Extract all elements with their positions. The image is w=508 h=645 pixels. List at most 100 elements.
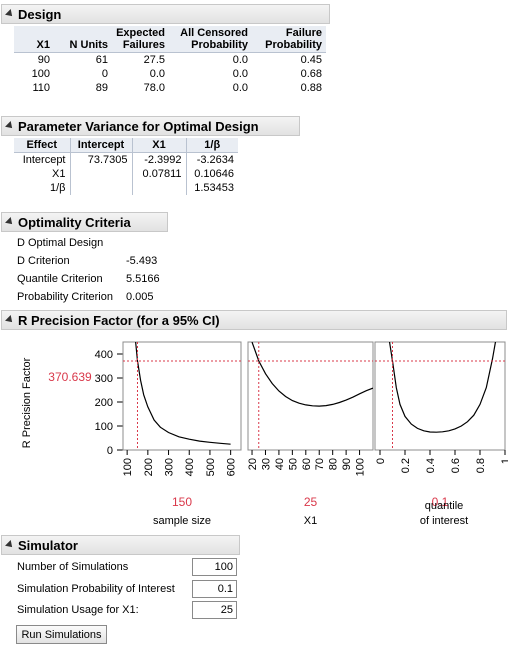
design-outline-header[interactable]: Design	[1, 4, 330, 24]
num-simulations-label: Number of Simulations	[17, 561, 129, 573]
cell: 0.10646	[185, 167, 238, 181]
optimal-design-type: D Optimal Design	[17, 237, 104, 249]
y-tick-label: 100	[95, 421, 113, 433]
disclosure-triangle-icon[interactable]	[5, 9, 15, 19]
x-tick-label: 300	[164, 458, 176, 476]
table-row: 90 61 27.5 0.0 0.45	[14, 53, 326, 68]
cell: 0.45	[300, 54, 322, 66]
pv-header-row: Effect Intercept X1 1/β	[14, 138, 238, 153]
num-simulations-input[interactable]	[192, 558, 237, 576]
param-variance-outline-header[interactable]: Parameter Variance for Optimal Design	[1, 116, 300, 136]
current-x-value: 25	[304, 495, 318, 509]
design-header-row: X1 N Units Expected Failures All Censored…	[14, 26, 326, 53]
y-tick-label: 0	[107, 445, 113, 457]
design-table: X1 N Units Expected Failures All Censored…	[14, 26, 326, 95]
cell: 0.88	[300, 82, 322, 94]
x-tick-label: 100	[122, 458, 134, 476]
disclosure-triangle-icon[interactable]	[5, 315, 15, 325]
col-header-all-censored: All Censored Probability	[169, 26, 252, 53]
sim-usage-x1-label: Simulation Usage for X1:	[17, 604, 139, 616]
disclosure-triangle-icon[interactable]	[5, 217, 15, 227]
x-tick-label: 600	[226, 458, 238, 476]
quantile-criterion-label: Quantile Criterion	[17, 273, 103, 285]
x-tick-label: 30	[260, 458, 272, 470]
x-tick-label: 400	[184, 458, 196, 476]
x-tick-label: 20	[247, 458, 259, 470]
col-header-expected-failures: Expected Failures	[112, 26, 169, 53]
x-tick-label: 0.6	[450, 458, 462, 473]
profile-curve	[251, 342, 373, 407]
cell: 89	[95, 82, 108, 94]
current-x-value: 0.1	[432, 495, 449, 509]
y-tick-label: 200	[95, 397, 113, 409]
d-criterion-value: -5.493	[126, 255, 158, 267]
x-tick-label: 1	[500, 458, 508, 464]
x-tick-label: 0.8	[475, 458, 487, 473]
x-tick-label: 100	[355, 458, 367, 476]
table-row: 1/β 1.53453	[14, 181, 238, 195]
cell: X1	[52, 168, 66, 180]
simulator-outline-header[interactable]: Simulator	[1, 535, 240, 555]
x-tick-label: 50	[287, 458, 299, 470]
current-x-value: 150	[172, 495, 192, 509]
cell: 0	[101, 68, 108, 80]
x-tick-label: 500	[205, 458, 217, 476]
x-tick-label: 90	[341, 458, 353, 470]
run-simulations-button[interactable]: Run Simulations	[16, 625, 107, 644]
col-header-x1: X1	[131, 138, 186, 153]
x-tick-label: 70	[314, 458, 326, 470]
table-row: 110 89 78.0 0.0 0.88	[14, 81, 326, 95]
profiler-panel-frame	[247, 341, 374, 451]
col-header-intercept: Intercept	[69, 138, 132, 153]
x-tick-label: 60	[301, 458, 313, 470]
y-tick-label: 300	[95, 373, 113, 385]
profiler-panel-frame	[122, 341, 242, 451]
x-axis-title: X1	[304, 515, 317, 527]
cell: -2.3992	[131, 152, 186, 167]
cell: 100	[31, 68, 50, 80]
d-criterion-label: D Criterion	[17, 255, 70, 267]
disclosure-triangle-icon[interactable]	[5, 540, 15, 550]
profile-curve	[388, 342, 497, 433]
table-row: X1 0.07811 0.10646	[14, 167, 238, 181]
disclosure-triangle-icon[interactable]	[5, 121, 15, 131]
quantile-criterion-value: 5.5166	[126, 273, 160, 285]
col-header-inv-beta: 1/β	[185, 138, 238, 153]
sim-probability-label: Simulation Probability of Interest	[17, 583, 175, 595]
sim-usage-x1-input[interactable]	[192, 601, 237, 619]
cell: 0.0	[232, 68, 248, 80]
y-axis-title: R Precision Factor	[21, 357, 33, 448]
precision-outline-header[interactable]: R Precision Factor (for a 95% CI)	[1, 310, 507, 330]
cell: 27.5	[143, 54, 165, 66]
cell	[69, 167, 132, 181]
cell: 0.07811	[131, 167, 186, 181]
cell: Intercept	[22, 154, 66, 166]
x-tick-label: 40	[274, 458, 286, 470]
cell: 73.7305	[69, 152, 132, 167]
optimality-outline-header[interactable]: Optimality Criteria	[1, 212, 168, 232]
optimality-title: Optimality Criteria	[18, 214, 131, 230]
cell: 90	[37, 54, 50, 66]
cell: 1.53453	[185, 181, 238, 195]
cell: 0.0	[149, 68, 165, 80]
probability-criterion-value: 0.005	[126, 291, 154, 303]
design-title: Design	[18, 6, 62, 22]
col-header-n-units: N Units	[54, 26, 112, 53]
cell	[131, 181, 186, 195]
cell: 0.68	[300, 68, 322, 80]
x-tick-label: 0.4	[425, 458, 437, 473]
x-axis-title: sample size	[153, 515, 211, 527]
cell: 0.0	[232, 82, 248, 94]
profiler-panel-frame	[374, 341, 506, 451]
precision-profiler-chart[interactable]: R Precision Factor 370.639010020030040010…	[0, 333, 508, 533]
current-y-value: 370.639	[48, 370, 92, 384]
x-axis-title-line1: quantile	[425, 500, 464, 512]
col-header-effect: Effect	[14, 138, 70, 153]
cell: 0.0	[232, 54, 248, 66]
cell: 1/β	[49, 182, 66, 194]
col-header-x1: X1	[14, 26, 54, 53]
sim-probability-input[interactable]	[192, 580, 237, 598]
probability-criterion-label: Probability Criterion	[17, 291, 113, 303]
cell: 61	[95, 54, 108, 66]
x-tick-label: 80	[328, 458, 340, 470]
